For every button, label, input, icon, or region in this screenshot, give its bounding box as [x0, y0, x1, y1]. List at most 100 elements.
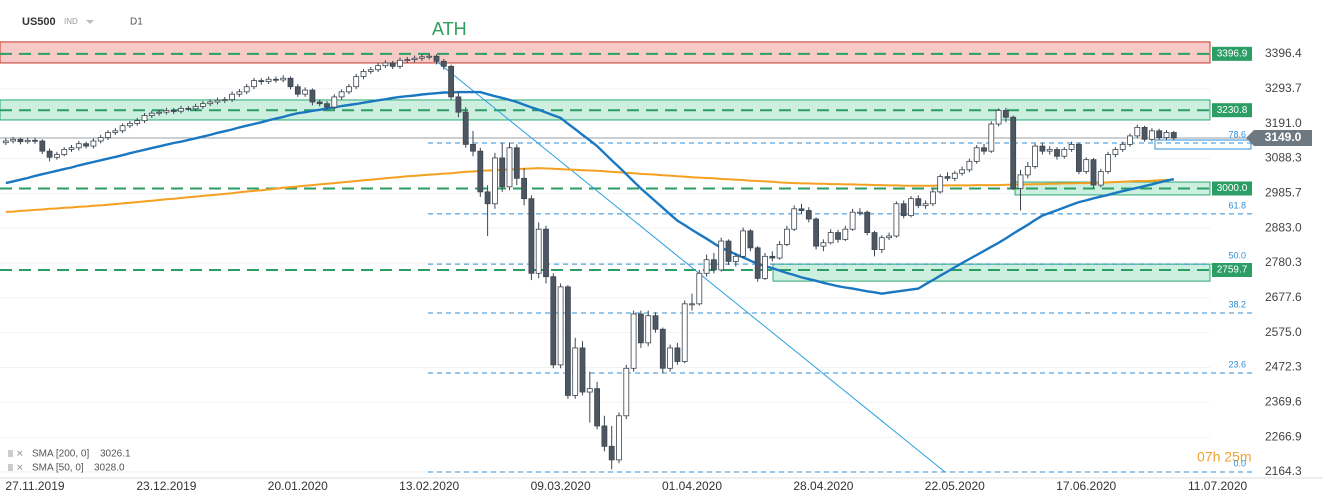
- level-label-box: [1212, 181, 1252, 196]
- candle-body: [32, 139, 38, 142]
- legend-value: 3026.1: [100, 449, 131, 460]
- candle-body: [294, 86, 301, 95]
- candle-body: [893, 203, 900, 237]
- y-tick-label: 2985.7: [1265, 186, 1302, 200]
- candle-body: [448, 65, 455, 98]
- candle-body: [83, 143, 89, 147]
- timeframe[interactable]: D1: [130, 17, 143, 28]
- x-tick-label: 23.12.2019: [136, 479, 196, 493]
- candle-body: [316, 101, 323, 105]
- y-tick-label: 2266.9: [1265, 429, 1302, 443]
- level-label: 3396.9: [1217, 48, 1248, 59]
- level-label: 2759.7: [1217, 265, 1248, 276]
- level-zone: [0, 41, 1211, 64]
- candle-body: [17, 138, 24, 143]
- y-tick-label: 2164.3: [1265, 464, 1302, 478]
- candle-body: [513, 147, 520, 179]
- x-tick-label: 17.06.2020: [1056, 479, 1116, 493]
- x-tick-label: 22.05.2020: [925, 479, 985, 493]
- candle-body: [732, 255, 739, 262]
- candle-body: [579, 347, 586, 393]
- candle-body: [360, 71, 367, 77]
- y-tick-label: 2780.3: [1265, 255, 1302, 269]
- candle-body: [842, 228, 849, 240]
- x-tick-label: 27.11.2019: [5, 479, 64, 493]
- ath-annotation: ATH: [432, 19, 467, 39]
- legend-close[interactable]: ✕: [16, 448, 24, 458]
- candle-body: [1097, 171, 1104, 186]
- candle-body: [754, 247, 761, 279]
- y-tick-label: 3396.4: [1265, 46, 1302, 60]
- candle-body: [1024, 166, 1031, 176]
- candle-body: [543, 228, 549, 278]
- candle-body: [572, 347, 579, 396]
- candle-body: [769, 255, 776, 259]
- candle-body: [251, 80, 257, 88]
- level-label: 3230.8: [1217, 105, 1248, 116]
- candle-body: [470, 143, 476, 152]
- y-tick-label: 3293.7: [1265, 81, 1302, 95]
- x-tick-label: 01.04.2020: [662, 479, 722, 493]
- candle-body: [674, 347, 681, 362]
- candle-body: [477, 150, 484, 193]
- candle-body: [1046, 149, 1053, 152]
- y-tick-label: 2883.0: [1265, 220, 1302, 234]
- level-label-box: [1212, 263, 1252, 278]
- candle-body: [747, 230, 754, 249]
- candle-body: [309, 89, 316, 103]
- sma-line: [5, 90, 1175, 295]
- candle-body: [966, 160, 973, 171]
- candle-body: [119, 125, 126, 132]
- candle-body: [258, 80, 265, 83]
- candle-body: [1119, 143, 1126, 150]
- candle-body: [857, 211, 863, 214]
- level-zone: [0, 99, 1211, 121]
- candle-body: [243, 86, 250, 93]
- x-tick-label: 09.03.2020: [531, 479, 591, 493]
- candle-body: [645, 315, 652, 344]
- candle-body: [630, 313, 637, 369]
- candle-body: [1003, 110, 1009, 118]
- candle-body: [667, 347, 673, 369]
- candle-body: [871, 232, 878, 250]
- candle-body: [557, 286, 564, 366]
- candle-body: [689, 303, 695, 306]
- candle-body: [367, 69, 374, 72]
- candle-body: [638, 313, 644, 344]
- candle-body: [864, 211, 871, 233]
- candle-body: [878, 237, 885, 250]
- zones-layer: [0, 41, 1255, 473]
- candle-body: [404, 59, 411, 61]
- candle-body: [90, 140, 97, 147]
- legend-icon: [8, 450, 13, 457]
- dropdown-caret[interactable]: [86, 20, 94, 24]
- candle-body: [586, 388, 593, 393]
- legend-close[interactable]: ✕: [16, 462, 24, 472]
- candle-body: [2, 140, 9, 144]
- candle-body: [835, 232, 841, 240]
- candle-body: [594, 388, 600, 427]
- candle-body: [608, 445, 615, 461]
- candle-body: [988, 123, 995, 152]
- candle-body: [397, 59, 403, 67]
- candle-body: [930, 191, 936, 205]
- candle-body: [696, 272, 703, 305]
- fib-label: 38.2: [1228, 299, 1246, 309]
- candle-body: [324, 103, 330, 108]
- level-zone: [772, 263, 1211, 282]
- candle-body: [740, 230, 746, 257]
- candle-body: [535, 228, 542, 274]
- candle-body: [411, 57, 418, 60]
- fib-label: 50.0: [1228, 251, 1246, 261]
- candle-body: [229, 93, 236, 101]
- candle-body: [908, 198, 914, 217]
- candle-body: [827, 232, 834, 244]
- y-tick-label: 2677.6: [1265, 290, 1302, 304]
- candle-body: [725, 240, 732, 262]
- current-price-box: [1246, 129, 1312, 146]
- candle-body: [499, 157, 506, 188]
- candle-body: [280, 77, 287, 81]
- candle-body: [462, 111, 469, 145]
